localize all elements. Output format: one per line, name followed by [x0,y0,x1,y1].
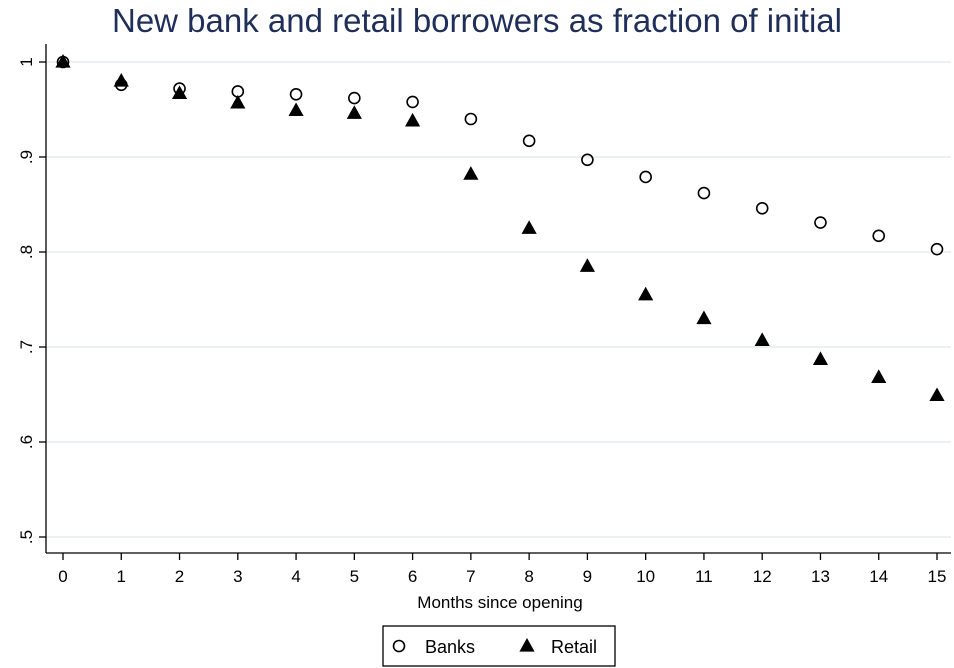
retail-point [463,166,479,180]
retail-point [929,387,945,402]
x-tick-label: 7 [466,567,475,586]
x-tick-label: 5 [350,567,359,586]
x-axis-ticks: 0 1 2 3 4 5 6 7 8 9 10 11 12 13 14 15 [58,553,946,586]
gridlines [46,61,951,538]
y-tick-label: 1 [17,57,36,66]
banks-point [581,153,594,167]
x-tick-label: 3 [233,567,242,586]
banks-point [930,242,944,256]
retail-point [113,73,129,87]
banks-point [755,202,769,215]
banks-point [464,112,478,126]
legend-box [382,625,616,667]
legend: Banks Retail [382,625,616,667]
y-axis-ticks: .5 .6 .7 .8 .9 1 [17,57,46,544]
banks-point [872,229,886,243]
y-tick-label: .6 [17,435,36,449]
retail-point [638,286,654,301]
retail-point [55,54,71,68]
x-tick-label: 4 [291,567,300,586]
x-tick-label: 0 [58,567,67,586]
retail-point [754,332,770,346]
retail-point [812,351,829,365]
y-tick-label: .5 [17,530,36,544]
retail-point [230,94,246,109]
x-axis-title: Months since opening [417,593,582,612]
legend-marker-banks [392,639,406,653]
chart-title: New bank and retail borrowers as fractio… [111,2,842,39]
retail-point [405,112,421,127]
banks-point [814,216,827,229]
legend-label-banks: Banks [425,637,475,657]
retail-point [579,258,595,272]
banks-point [697,186,711,200]
legend-marker-retail [519,638,535,652]
retail-point [346,105,362,119]
retail-point [288,102,304,117]
retail-point [521,220,537,234]
banks-point [522,134,536,148]
x-tick-label: 1 [117,567,126,586]
banks-point [348,91,361,105]
retail-point [171,85,188,99]
retail-point [696,310,712,325]
x-tick-label: 8 [524,567,533,586]
x-tick-label: 6 [408,567,417,586]
legend-label-retail: Retail [551,637,597,657]
x-tick-label: 2 [175,567,184,586]
x-tick-label: 15 [928,567,947,586]
retail-point [871,369,887,383]
x-tick-label: 10 [636,567,655,586]
x-tick-label: 9 [583,567,592,586]
y-tick-label: .9 [17,150,36,164]
x-tick-label: 14 [869,567,888,586]
banks-point [289,88,303,101]
x-tick-label: 12 [753,567,772,586]
y-tick-label: .7 [17,340,36,354]
banks-point [639,170,652,184]
x-tick-label: 13 [811,567,830,586]
y-tick-label: .8 [17,245,36,259]
data-points [55,54,945,402]
banks-point [406,95,419,109]
x-tick-label: 11 [695,567,713,586]
